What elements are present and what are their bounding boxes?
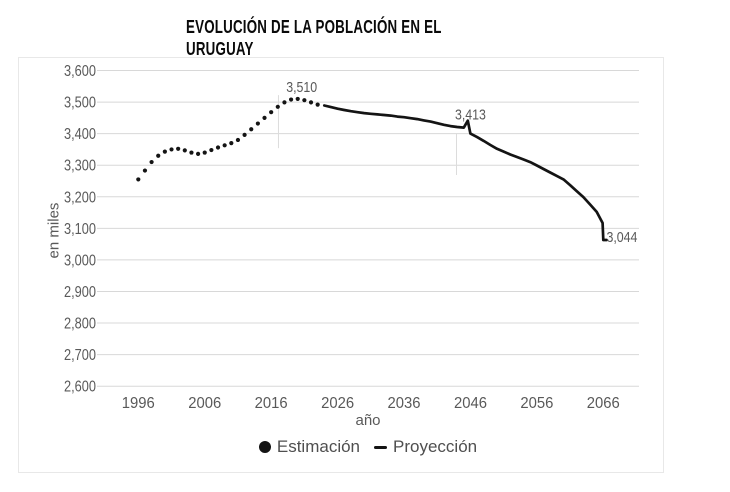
x-tick-label-2036: 2036 — [388, 395, 421, 412]
estimacion-dot-2007 — [209, 147, 214, 153]
estimacion-dot-2019 — [288, 97, 294, 102]
y-axis-title: en miles — [45, 202, 63, 259]
estimacion-dot-2000 — [162, 149, 167, 154]
y-tick-label-3600: 3,600 — [64, 63, 96, 80]
x-tick-label-2066: 2066 — [587, 395, 620, 412]
y-tick-label-3400: 3,400 — [64, 126, 96, 143]
estimacion-dot-1999 — [156, 153, 161, 158]
estimacion-dot-2006 — [202, 150, 207, 155]
x-tick-label-2056: 2056 — [520, 395, 553, 412]
legend-item-estimacion: Estimación — [258, 437, 361, 457]
chart-border — [18, 57, 664, 473]
estimacion-dot-2014 — [255, 121, 260, 126]
estimacion-dot-2005 — [195, 151, 201, 156]
estimacion-dot-2016 — [269, 110, 274, 115]
y-tick-label-3200: 3,200 — [64, 189, 96, 206]
chart-title-line1: EVOLUCIÓN DE LA POBLACIÓN EN EL — [186, 16, 442, 37]
estimacion-dot-2020 — [295, 96, 300, 102]
data-label-3510: 3,510 — [286, 79, 317, 96]
y-tick-label-2700: 2,700 — [64, 347, 96, 364]
estimacion-dot-2017 — [275, 104, 280, 109]
proyeccion-line-marker-icon — [374, 445, 388, 449]
y-tick-label-3000: 3,000 — [64, 252, 96, 269]
data-label-3044: 3,044 — [606, 229, 637, 246]
data-label-3413: 3,413 — [455, 107, 486, 124]
estimacion-dot-2001 — [169, 147, 174, 152]
x-tick-label-2046: 2046 — [454, 395, 487, 412]
legend: Estimación Proyección — [97, 437, 639, 457]
y-tick-label-3300: 3,300 — [64, 158, 96, 175]
legend-item-proyeccion: Proyección — [374, 437, 477, 457]
estimacion-dot-2018 — [282, 100, 287, 105]
x-tick-label-2026: 2026 — [321, 395, 354, 412]
estimacion-dot-2008 — [215, 145, 221, 150]
estimacion-dot-1996 — [136, 177, 141, 182]
x-axis-title: año — [355, 412, 381, 429]
estimacion-dot-2023 — [315, 102, 320, 107]
estimacion-dot-2011 — [235, 137, 241, 143]
estimacion-dot-2003 — [182, 148, 187, 153]
estimacion-dot-1998 — [149, 159, 154, 165]
estimacion-dot-2012 — [242, 132, 247, 138]
estimacion-dot-2009 — [222, 143, 227, 148]
estimacion-dot-1997 — [142, 168, 148, 173]
x-tick-label-1996: 1996 — [122, 395, 155, 412]
legend-label-proyeccion: Proyección — [393, 437, 478, 456]
estimacion-dot-2015 — [262, 115, 267, 120]
y-tick-label-2900: 2,900 — [64, 284, 96, 301]
x-tick-label-2006: 2006 — [188, 395, 221, 412]
y-tick-label-3500: 3,500 — [64, 95, 96, 112]
estimacion-dot-2021 — [302, 98, 307, 103]
x-tick-label-2016: 2016 — [255, 395, 288, 412]
estimacion-dot-2022 — [308, 100, 314, 105]
chart-title-line2: URUGUAY — [186, 38, 254, 59]
estimacion-dot-2010 — [229, 141, 234, 146]
y-tick-label-2600: 2,600 — [64, 379, 96, 396]
chart-title: EVOLUCIÓN DE LA POBLACIÓN EN EL URUGUAY — [186, 16, 442, 60]
estimacion-dot-marker-icon — [258, 441, 271, 453]
proyeccion-line — [322, 104, 608, 242]
legend-label-estimacion: Estimación — [276, 437, 361, 456]
y-tick-label-2800: 2,800 — [64, 316, 96, 333]
y-tick-label-3100: 3,100 — [64, 221, 96, 238]
estimacion-dot-2004 — [189, 150, 194, 155]
estimacion-dot-2002 — [176, 146, 181, 151]
estimacion-dot-2013 — [249, 127, 254, 132]
